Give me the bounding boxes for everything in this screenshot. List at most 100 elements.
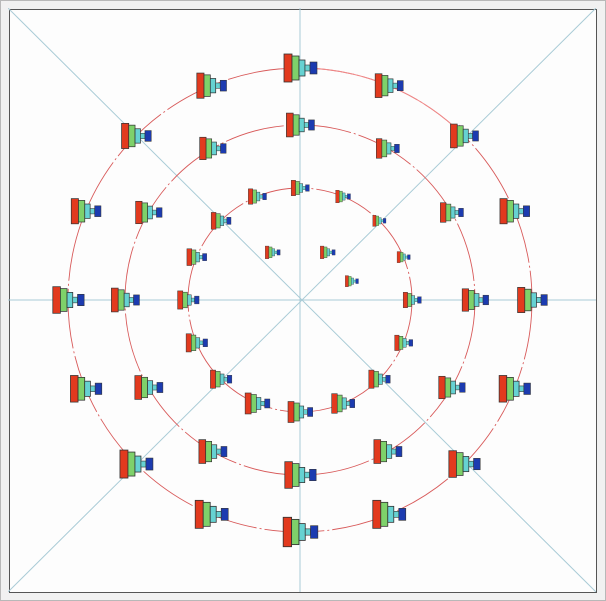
marker-cyan-block (256, 191, 261, 202)
marker-stem (414, 298, 418, 302)
marker-cyan-block (462, 456, 470, 473)
marker-blue-cap (385, 375, 391, 384)
marker-blue-cap (309, 61, 318, 75)
marker-stem (89, 208, 95, 215)
marker-green-block (205, 138, 213, 159)
marker-red-block (210, 212, 217, 230)
marker-stem (381, 219, 384, 223)
marker-green-block (295, 181, 300, 195)
marker-red-block (70, 375, 79, 403)
marker-cyan-block (387, 505, 395, 523)
marker-blue-cap (202, 338, 208, 347)
marker-red-block (335, 190, 340, 204)
marker-blue-cap (472, 130, 479, 142)
marker-cyan-block (219, 215, 225, 226)
inner-ring-marker (394, 334, 413, 351)
marker-red-block (248, 188, 253, 205)
middle-ring-marker (284, 461, 317, 489)
marker-stem (191, 297, 195, 303)
marker-stem (128, 297, 134, 303)
marker-red-block (331, 393, 338, 414)
outer-ring-marker (52, 286, 85, 314)
marker-cyan-block (411, 295, 415, 305)
marker-cyan-block (256, 397, 262, 410)
marker-blue-cap (202, 253, 207, 261)
marker-red-block (282, 516, 293, 548)
marker-stem (393, 511, 400, 518)
marker-red-block (461, 288, 469, 312)
marker-red-block (374, 73, 383, 98)
marker-blue-cap (355, 278, 359, 284)
marker-cyan-block (84, 203, 91, 219)
marker-stem (199, 255, 203, 260)
marker-green-block (117, 289, 125, 311)
marker-red-block (517, 287, 526, 313)
marker-red-block (402, 292, 408, 308)
outer-ring-marker (194, 499, 229, 529)
inner-ring-marker (402, 292, 422, 308)
outer-ring-marker (499, 198, 530, 225)
marker-green-block (380, 501, 389, 527)
marker-red-block (199, 136, 207, 160)
marker-blue-cap (305, 184, 310, 192)
marker-green-block (77, 377, 86, 401)
marker-blue-cap (349, 399, 355, 408)
marker-blue-cap (194, 295, 200, 305)
marker-blue-cap (220, 508, 229, 521)
marker-blue-cap (417, 296, 422, 304)
inner-ring-marker (287, 401, 313, 423)
marker-stem (199, 340, 204, 346)
middle-ring-marker (376, 138, 400, 159)
marker-red-block (287, 401, 295, 423)
marker-blue-cap (310, 525, 319, 539)
outer-ring-marker (374, 73, 404, 98)
middle-ring-marker (199, 136, 227, 160)
marker-stem (478, 297, 484, 303)
marker-red-block (290, 180, 296, 196)
center-marker (320, 245, 336, 259)
marker-red-block (345, 275, 349, 287)
marker-green-block (268, 246, 273, 258)
marker-green-block (506, 200, 514, 223)
marker-green-block (524, 288, 532, 312)
marker-stem (274, 250, 278, 254)
marker-green-block (141, 376, 148, 399)
inner-ring-marker (210, 212, 232, 230)
marker-stem (90, 385, 96, 392)
marker-blue-cap (458, 208, 464, 217)
marker-blue-cap (383, 218, 387, 224)
markers-layer (52, 53, 548, 548)
inner-ring-marker (290, 180, 310, 196)
marker-stem (536, 297, 542, 303)
marker-stem (390, 146, 395, 151)
middle-ring-marker (461, 288, 489, 312)
outer-ring-marker (70, 198, 102, 225)
marker-green-block (202, 501, 211, 527)
marker-red-block (440, 202, 447, 223)
middle-ring-marker (198, 439, 228, 464)
diagonal-line (8, 8, 596, 592)
marker-blue-cap (309, 469, 317, 481)
marker-green-block (127, 451, 136, 477)
marker-cyan-block (462, 128, 469, 144)
marker-stem (215, 511, 222, 518)
marker-blue-cap (226, 217, 232, 225)
outer-ring-marker (121, 122, 152, 149)
marker-green-block (456, 452, 464, 476)
marker-blue-cap (77, 294, 85, 306)
outer-ring-marker (450, 123, 479, 149)
inner-ring-marker (396, 251, 411, 263)
marker-cyan-block (342, 192, 346, 201)
marker-green-block (398, 336, 404, 350)
marker-stem (454, 210, 459, 215)
marker-red-block (198, 439, 207, 464)
marker-red-block (373, 439, 382, 464)
outer-ring-marker (70, 375, 103, 403)
marker-red-block (438, 375, 446, 400)
marker-stem (468, 460, 474, 468)
marker-stem (382, 377, 386, 382)
middle-ring-marker (440, 202, 464, 223)
marker-stem (259, 194, 263, 199)
marker-cyan-block (187, 294, 192, 306)
marker-stem (405, 255, 408, 259)
